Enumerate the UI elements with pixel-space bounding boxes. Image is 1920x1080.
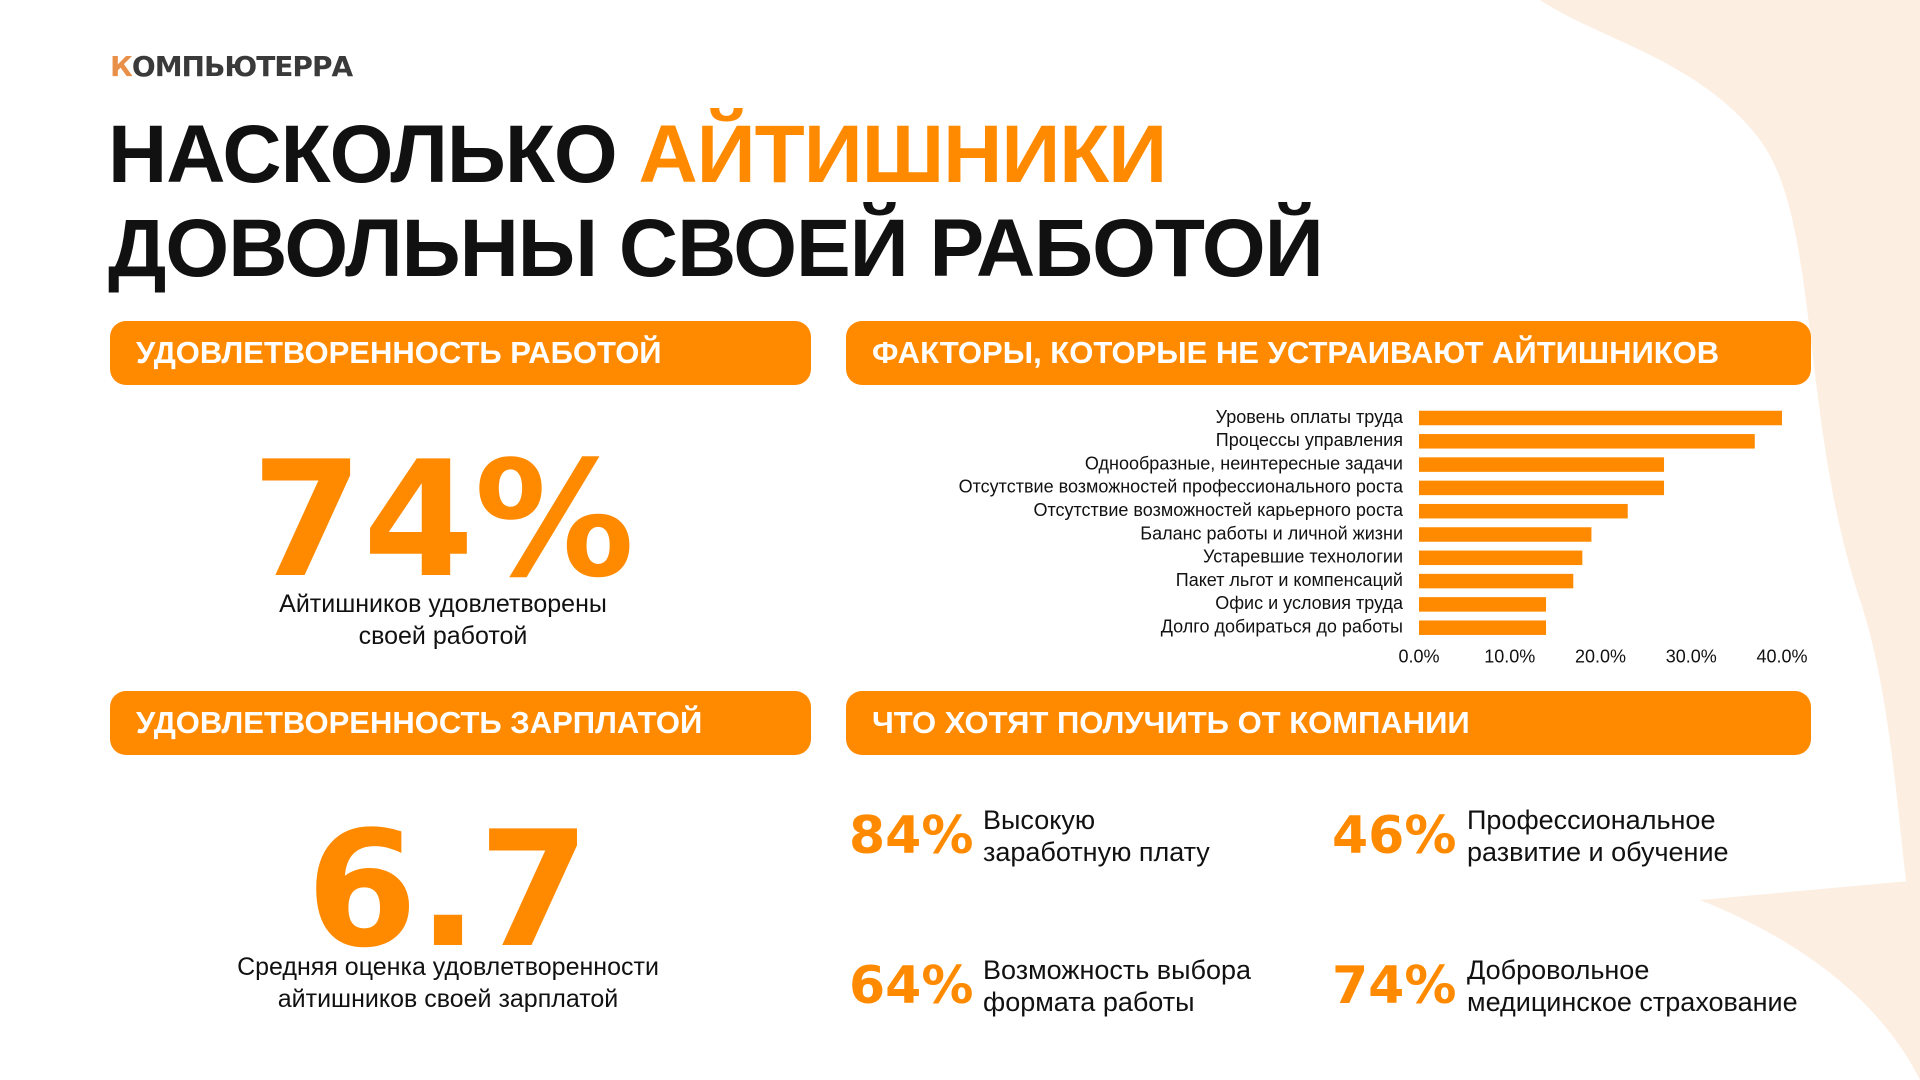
caption-line: айтишников своей зарплатой	[277, 985, 619, 1013]
section-heading: УДОВЛЕТВОРЕННОСТЬ ЗАРПЛАТОЙ	[110, 691, 811, 755]
y-tick-label: Отсутствие возможностей профессиональног…	[959, 477, 1404, 497]
title-highlight: АЙТИШНИКИ	[638, 109, 1168, 200]
y-tick-label: Отсутствие возможностей карьерного роста	[1033, 500, 1404, 520]
bar	[1419, 550, 1583, 566]
want-text-line: Возможность выбора	[983, 955, 1252, 985]
title-text: НАСКОЛЬКО	[108, 109, 618, 200]
bar	[1419, 597, 1547, 612]
caption-line: Айтишников удовлетворены	[279, 590, 607, 618]
y-tick-label: Долго добираться до работы	[1161, 616, 1403, 636]
want-text-line: Высокую	[983, 805, 1096, 835]
want-text-line: Профессиональное	[1467, 805, 1716, 835]
bar	[1419, 457, 1665, 472]
want-text-line: Добровольное	[1467, 955, 1650, 985]
x-tick-label: 40.0%	[1756, 646, 1807, 666]
bar	[1419, 480, 1665, 496]
bar	[1419, 620, 1547, 635]
bar	[1419, 503, 1628, 519]
y-tick-label: Уровень оплаты труда	[1216, 407, 1404, 427]
y-tick-label: Устаревшие технологии	[1203, 547, 1403, 567]
want-text: Профессиональное развитие и обучение	[1467, 804, 1729, 868]
caption-line: Средняя оценка удовлетворенности	[237, 953, 659, 981]
want-percent: 64%	[849, 956, 974, 1016]
big-figure: 74%	[251, 426, 635, 613]
want-percent: 46%	[1332, 806, 1457, 866]
section-heading: ФАКТОРЫ, КОТОРЫЕ НЕ УСТРАИВАЮТ АЙТИШНИКО…	[846, 321, 1811, 385]
want-text: Высокую заработную плату	[983, 804, 1210, 868]
caption-line: своей работой	[358, 622, 528, 650]
y-tick-label: Баланс работы и личной жизни	[1140, 523, 1403, 543]
bar	[1419, 573, 1574, 589]
bar	[1419, 410, 1782, 426]
caption: Средняя оценка удовлетворенности айтишни…	[110, 951, 786, 1015]
caption: Айтишников удовлетворены своей работой	[110, 588, 776, 652]
x-tick-label: 10.0%	[1484, 646, 1535, 666]
bar-chart: Уровень оплаты труда Процессы управления О…	[959, 407, 1808, 667]
y-tick-label: Офис и условия труда	[1215, 593, 1404, 613]
bar	[1419, 527, 1592, 542]
logo: КОМПЬЮТЕРРА	[110, 50, 353, 83]
x-tick-label: 0.0%	[1398, 646, 1439, 666]
want-text-line: развитие и обучение	[1467, 837, 1729, 867]
title-line-2: ДОВОЛЬНЫ СВОЕЙ РАБОТОЙ	[108, 203, 1324, 294]
section-heading: УДОВЛЕТВОРЕННОСТЬ РАБОТОЙ	[110, 321, 811, 385]
y-tick-label: Пакет льгот и компенсаций	[1176, 570, 1403, 590]
section-heading: ЧТО ХОТЯТ ПОЛУЧИТЬ ОТ КОМПАНИИ	[846, 691, 1811, 755]
big-figure: 6.7	[306, 796, 590, 983]
want-text: Добровольное медицинское страхование	[1467, 954, 1798, 1018]
want-text-line: формата работы	[983, 987, 1195, 1017]
y-tick-label: Процессы управления	[1216, 430, 1403, 450]
want-text-line: заработную плату	[983, 837, 1210, 867]
want-text-line: медицинское страхование	[1467, 987, 1798, 1017]
y-tick-label: Однообразные, неинтересные задачи	[1085, 453, 1403, 473]
x-tick-label: 20.0%	[1575, 646, 1626, 666]
want-percent: 74%	[1332, 956, 1457, 1016]
want-percent: 84%	[849, 806, 974, 866]
x-tick-label: 30.0%	[1666, 646, 1717, 666]
title-line-1: НАСКОЛЬКО АЙТИШНИКИ	[108, 114, 1167, 196]
want-text: Возможность выбора формата работы	[983, 954, 1251, 1018]
bar	[1419, 434, 1755, 449]
